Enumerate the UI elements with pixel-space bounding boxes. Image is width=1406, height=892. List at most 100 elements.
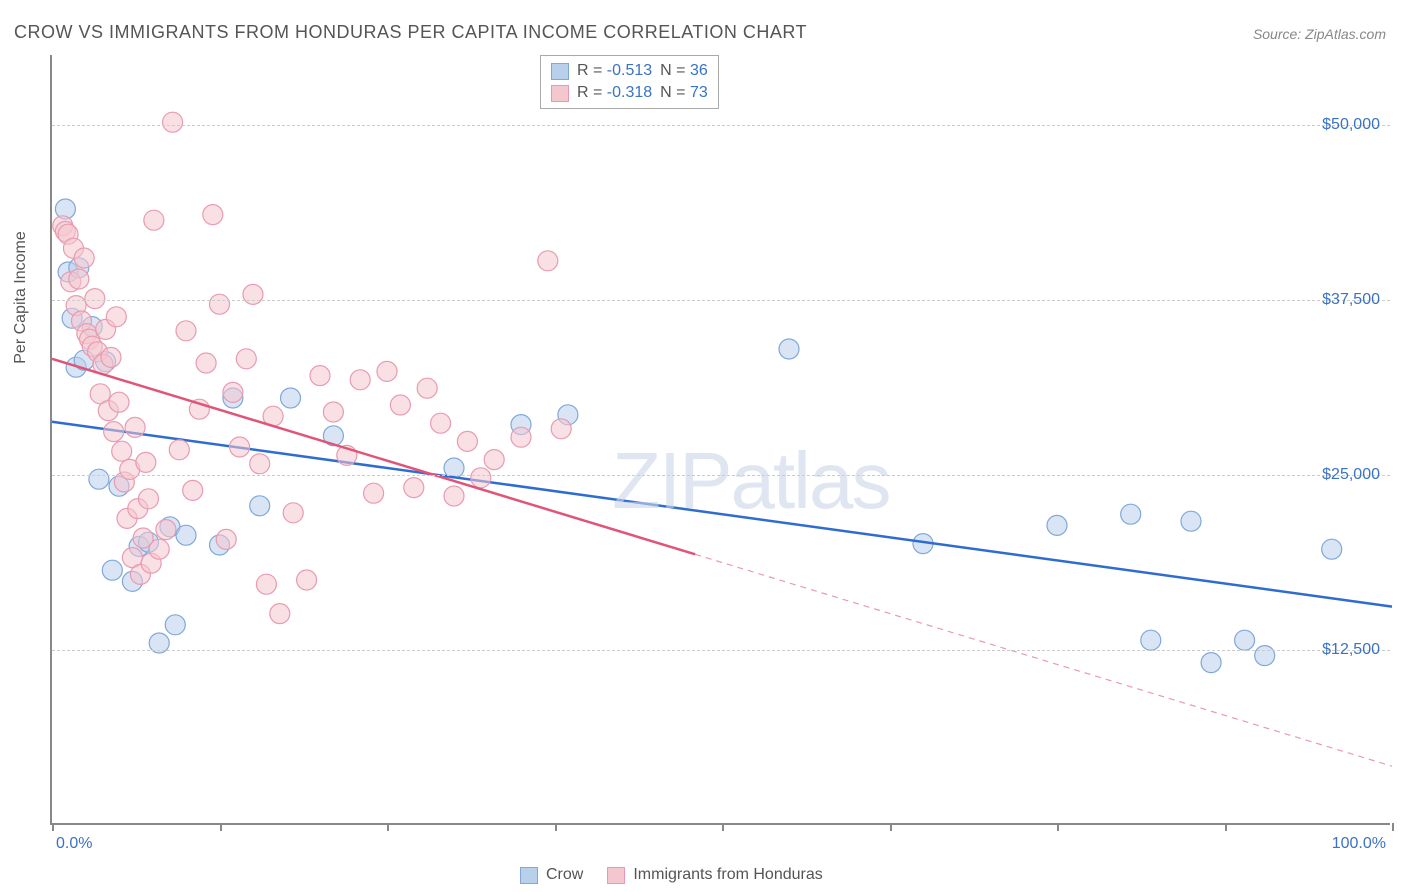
grid-line	[52, 650, 1390, 651]
data-point	[144, 210, 164, 230]
data-point	[538, 251, 558, 271]
grid-line	[52, 300, 1390, 301]
data-point	[196, 353, 216, 373]
data-point	[69, 269, 89, 289]
data-point	[350, 370, 370, 390]
data-point	[109, 392, 129, 412]
y-axis-title: Per Capita Income	[12, 231, 30, 364]
data-point	[471, 468, 491, 488]
legend-r: R = -0.513	[577, 62, 652, 80]
data-point	[283, 503, 303, 523]
chart-container: CROW VS IMMIGRANTS FROM HONDURAS PER CAP…	[0, 0, 1406, 892]
data-point	[104, 422, 124, 442]
chart-svg	[52, 55, 1390, 823]
x-tick	[220, 823, 222, 831]
data-point	[511, 427, 531, 447]
data-point	[250, 496, 270, 516]
x-tick	[1225, 823, 1227, 831]
data-point	[390, 395, 410, 415]
y-tick-label: $12,500	[1322, 641, 1380, 659]
y-tick-label: $37,500	[1322, 291, 1380, 309]
data-point	[169, 440, 189, 460]
data-point	[176, 321, 196, 341]
data-point	[1121, 504, 1141, 524]
legend-swatch	[551, 85, 569, 102]
data-point	[230, 437, 250, 457]
legend-swatch	[551, 63, 569, 80]
legend-stat-row: R = -0.513 N = 36	[551, 60, 708, 82]
data-point	[243, 284, 263, 304]
grid-line	[52, 475, 1390, 476]
data-point	[85, 289, 105, 309]
chart-title: CROW VS IMMIGRANTS FROM HONDURAS PER CAP…	[14, 22, 807, 43]
data-point	[223, 382, 243, 402]
data-point	[250, 454, 270, 474]
legend-series-label: Crow	[546, 866, 583, 884]
data-point	[1181, 511, 1201, 531]
data-point	[1235, 630, 1255, 650]
data-point	[216, 529, 236, 549]
legend-n: N = 73	[660, 84, 708, 102]
legend-series-item: Crow	[520, 866, 583, 884]
data-point	[112, 441, 132, 461]
data-point	[484, 450, 504, 470]
data-point	[89, 469, 109, 489]
plot-area: ZIPatlas 0.0% 100.0% $12,500$25,000$37,5…	[50, 55, 1390, 825]
data-point	[236, 349, 256, 369]
legend-r: R = -0.318	[577, 84, 652, 102]
x-tick	[890, 823, 892, 831]
data-point	[256, 574, 276, 594]
source-attribution: Source: ZipAtlas.com	[1253, 26, 1386, 42]
data-point	[417, 378, 437, 398]
data-point	[444, 486, 464, 506]
data-point	[1047, 515, 1067, 535]
data-point	[1141, 630, 1161, 650]
legend-series-label: Immigrants from Honduras	[633, 866, 822, 884]
legend-swatch	[607, 867, 625, 884]
legend-stat-row: R = -0.318 N = 73	[551, 82, 708, 104]
data-point	[136, 452, 156, 472]
data-point	[102, 560, 122, 580]
data-point	[404, 478, 424, 498]
data-point	[125, 417, 145, 437]
data-point	[176, 525, 196, 545]
legend-swatch	[520, 867, 538, 884]
data-point	[779, 339, 799, 359]
data-point	[165, 615, 185, 635]
data-point	[377, 361, 397, 381]
x-tick	[1392, 823, 1394, 831]
grid-line	[52, 125, 1390, 126]
data-point	[163, 112, 183, 132]
data-point	[551, 419, 571, 439]
data-point	[297, 570, 317, 590]
data-point	[323, 402, 343, 422]
legend-series-item: Immigrants from Honduras	[607, 866, 822, 884]
x-tick	[555, 823, 557, 831]
x-tick	[722, 823, 724, 831]
data-point	[270, 604, 290, 624]
y-tick-label: $50,000	[1322, 116, 1380, 134]
data-point	[1255, 646, 1275, 666]
x-tick	[1057, 823, 1059, 831]
data-point	[183, 480, 203, 500]
data-point	[310, 366, 330, 386]
data-point	[431, 413, 451, 433]
data-point	[106, 307, 126, 327]
x-axis-max-label: 100.0%	[1332, 835, 1386, 853]
data-point	[149, 539, 169, 559]
data-point	[1322, 539, 1342, 559]
regression-line-dashed	[695, 554, 1392, 766]
data-point	[156, 520, 176, 540]
y-tick-label: $25,000	[1322, 466, 1380, 484]
data-point	[74, 248, 94, 268]
data-point	[281, 388, 301, 408]
data-point	[138, 489, 158, 509]
data-point	[210, 294, 230, 314]
data-point	[1201, 653, 1221, 673]
x-tick	[387, 823, 389, 831]
data-point	[101, 347, 121, 367]
legend-series: Crow Immigrants from Honduras	[520, 866, 823, 884]
data-point	[457, 431, 477, 451]
data-point	[364, 483, 384, 503]
x-tick	[52, 823, 54, 831]
